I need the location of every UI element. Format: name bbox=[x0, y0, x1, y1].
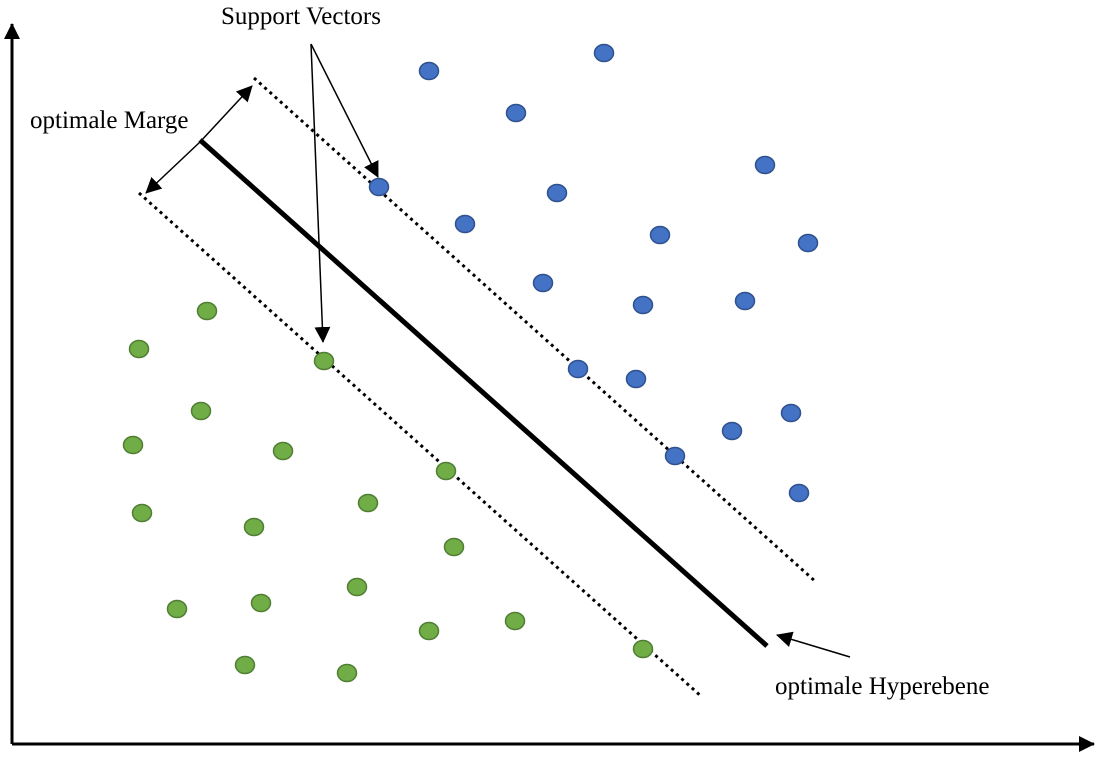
class-b-point-11 bbox=[346, 577, 368, 597]
hyperplane-line bbox=[198, 138, 769, 648]
class-b-point-2 bbox=[313, 351, 335, 371]
class-a-point-15 bbox=[721, 421, 743, 441]
class-a-point-12 bbox=[567, 359, 589, 379]
class-b-point-13 bbox=[166, 599, 188, 619]
class-a-point-13 bbox=[625, 369, 647, 389]
support-vector-arrow-green bbox=[310, 43, 331, 343]
class-a-point-8 bbox=[797, 233, 819, 253]
class-b-point-3 bbox=[190, 401, 212, 421]
class-b-point-10 bbox=[443, 537, 465, 557]
class-b-point-16 bbox=[234, 655, 256, 675]
class-a-point-9 bbox=[532, 273, 554, 293]
upper-margin-line bbox=[252, 76, 818, 584]
class-b-point-12 bbox=[250, 593, 272, 613]
class-b-points bbox=[122, 301, 654, 683]
class-b-point-14 bbox=[418, 621, 440, 641]
class-b-point-18 bbox=[632, 639, 654, 659]
class-a-point-10 bbox=[632, 295, 654, 315]
support-vector-arrow-blue bbox=[310, 43, 379, 178]
class-b-point-6 bbox=[435, 461, 457, 481]
class-a-point-17 bbox=[788, 483, 810, 503]
class-b-point-8 bbox=[357, 493, 379, 513]
support-vectors-label: Support Vectors bbox=[221, 3, 381, 30]
class-b-point-4 bbox=[122, 435, 144, 455]
class-b-point-7 bbox=[131, 503, 153, 523]
margin-arrow bbox=[199, 85, 253, 143]
class-a-point-6 bbox=[454, 214, 476, 234]
class-a-point-14 bbox=[780, 403, 802, 423]
class-a-point-5 bbox=[546, 183, 568, 203]
hyperplane-label: optimale Hyperebene bbox=[775, 673, 990, 700]
class-a-point-0 bbox=[418, 61, 440, 81]
margin-arrow-lower bbox=[145, 141, 201, 194]
class-a-point-7 bbox=[649, 225, 671, 245]
class-b-point-9 bbox=[243, 517, 265, 537]
class-b-point-15 bbox=[504, 611, 526, 631]
class-a-point-2 bbox=[505, 103, 527, 123]
class-a-point-3 bbox=[754, 155, 776, 175]
class-a-point-16 bbox=[664, 446, 686, 466]
class-b-point-5 bbox=[272, 441, 294, 461]
class-a-point-1 bbox=[593, 43, 615, 63]
class-a-point-4 bbox=[368, 177, 390, 197]
class-a-points bbox=[368, 43, 819, 503]
class-b-point-1 bbox=[128, 339, 150, 359]
class-a-point-11 bbox=[734, 291, 756, 311]
margin-label: optimale Marge bbox=[30, 107, 189, 134]
class-b-point-17 bbox=[336, 663, 358, 683]
hyperplane-arrow bbox=[776, 631, 851, 658]
class-b-point-0 bbox=[196, 301, 218, 321]
lower-margin-line bbox=[137, 191, 704, 699]
